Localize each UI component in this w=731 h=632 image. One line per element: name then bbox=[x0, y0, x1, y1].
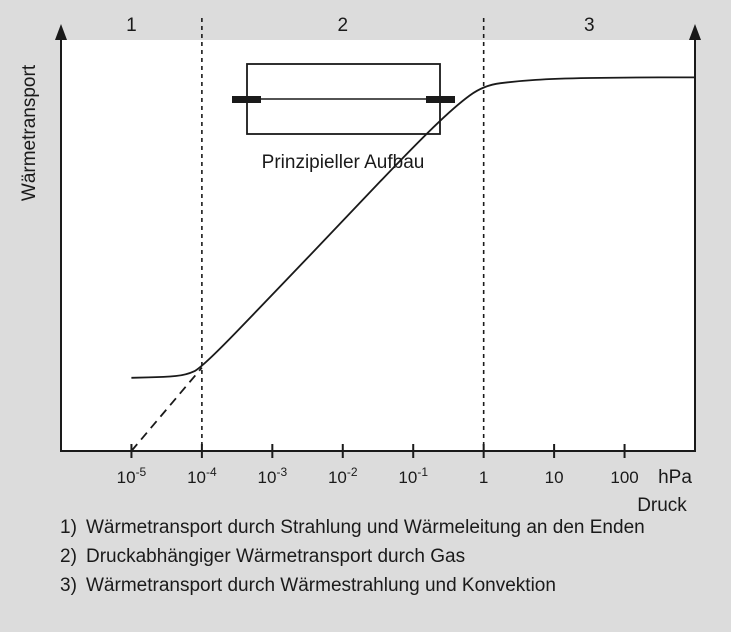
x-tick-label: 1 bbox=[479, 468, 488, 487]
x-tick-label: 100 bbox=[610, 468, 638, 487]
inset-diagram: Prinzipieller Aufbau bbox=[232, 63, 455, 173]
zone-label: 3 bbox=[584, 15, 595, 36]
legend-item-1: 1) Wärmetransport durch Strahlung und Wä… bbox=[60, 513, 656, 542]
series-extrapolation-line bbox=[130, 367, 203, 452]
legend-item-2: 2) Druckabhängiger Wärmetransport durch … bbox=[60, 542, 656, 571]
legend-number: 1) bbox=[60, 517, 77, 538]
x-ticks: 10-5 10-4 10-3 10-2 10-1 1 10 100 bbox=[117, 444, 639, 487]
series-layer bbox=[130, 76, 695, 452]
legend-number: 2) bbox=[60, 546, 77, 567]
y-axis-arrow bbox=[55, 24, 67, 40]
x-tick-label: 10-3 bbox=[258, 465, 288, 487]
zone-layer: 1 2 3 bbox=[126, 15, 595, 451]
inset-left-terminal bbox=[232, 96, 261, 103]
zone-label: 2 bbox=[337, 15, 348, 36]
zone-label: 1 bbox=[126, 15, 137, 36]
x-axis-unit: hPa bbox=[658, 467, 692, 488]
y-axis-label: Wärmetransport bbox=[19, 64, 40, 201]
legend-number: 3) bbox=[60, 575, 77, 596]
axes bbox=[55, 24, 701, 452]
x-tick-label: 10-2 bbox=[328, 465, 358, 487]
legend-text: Druckabhängiger Wärmetransport durch Gas bbox=[86, 546, 466, 567]
legend: 1) Wärmetransport durch Strahlung und Wä… bbox=[60, 513, 656, 600]
inset-right-terminal bbox=[426, 96, 455, 103]
legend-item-3: 3) Wärmetransport durch Wärmestrahlung u… bbox=[60, 571, 656, 600]
x-tick-label: 10-5 bbox=[117, 465, 147, 487]
x-tick-label: 10 bbox=[545, 468, 564, 487]
x-axis-label: Druck bbox=[637, 495, 687, 516]
x-tick-label: 10-1 bbox=[398, 465, 428, 487]
x-tick-label: 10-4 bbox=[187, 465, 217, 487]
legend-text: Wärmetransport durch Wärmestrahlung und … bbox=[86, 575, 556, 596]
legend-text: Wärmetransport durch Strahlung und Wärme… bbox=[86, 517, 645, 538]
right-axis-arrow bbox=[689, 24, 701, 40]
plot-area bbox=[61, 40, 695, 451]
series-line bbox=[131, 76, 695, 379]
inset-label: Prinzipieller Aufbau bbox=[262, 152, 425, 173]
